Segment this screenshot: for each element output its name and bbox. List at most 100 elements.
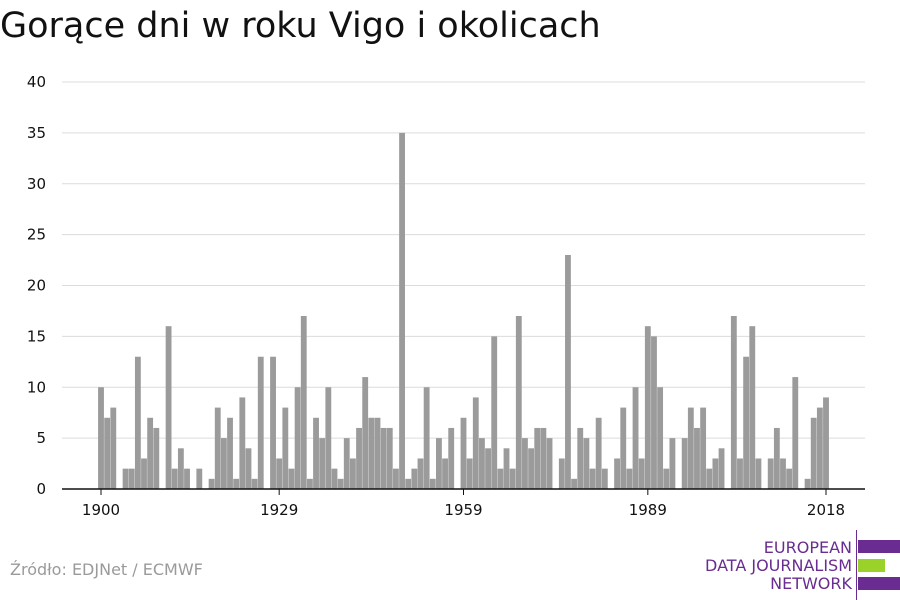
bar	[349, 458, 356, 489]
bar	[429, 478, 436, 489]
bar	[362, 377, 369, 489]
bar	[331, 468, 338, 489]
x-tick-label: 1900	[82, 501, 120, 519]
bar	[737, 458, 743, 489]
bar	[141, 458, 147, 489]
bar	[227, 417, 233, 489]
bar	[300, 316, 307, 489]
bar	[638, 458, 645, 489]
bar	[780, 458, 786, 489]
x-tick-label: 1929	[260, 501, 298, 519]
source-note: Źródło: EDJNet / ECMWF	[10, 560, 203, 579]
bar	[319, 438, 326, 490]
bar	[282, 407, 289, 489]
bar	[165, 326, 172, 489]
bar	[270, 356, 276, 489]
bar	[626, 468, 633, 489]
bar	[196, 468, 203, 489]
logo-rule	[856, 530, 857, 600]
bar	[184, 468, 190, 489]
bar	[380, 427, 387, 489]
bar	[485, 448, 491, 489]
bar	[276, 458, 283, 489]
bar	[687, 407, 694, 489]
bar	[442, 458, 448, 489]
logo-block-purple-bottom	[858, 577, 900, 590]
x-tick-label: 1959	[444, 501, 482, 519]
logo-line-2: DATA JOURNALISM	[705, 556, 852, 575]
bar	[306, 478, 313, 489]
bar	[694, 427, 700, 489]
bar	[405, 478, 412, 489]
bar	[657, 387, 664, 489]
bar	[460, 417, 467, 489]
bar	[743, 356, 750, 489]
bar	[718, 448, 725, 489]
bar	[632, 387, 639, 489]
bar	[214, 407, 221, 489]
bar	[509, 468, 516, 489]
bar	[343, 438, 350, 490]
bar	[251, 478, 258, 489]
bar	[436, 438, 442, 490]
bar	[620, 407, 627, 489]
bar	[804, 478, 811, 489]
bars	[98, 132, 829, 490]
bar	[411, 468, 418, 489]
bar	[663, 468, 670, 489]
bar	[546, 438, 553, 490]
bar	[681, 438, 688, 490]
y-tick-label: 5	[36, 429, 46, 447]
bar	[374, 417, 381, 489]
y-tick-label: 30	[27, 175, 46, 193]
bar	[601, 468, 608, 489]
bar	[614, 458, 621, 489]
edjnet-logo: EUROPEAN DATA JOURNALISM NETWORK	[700, 530, 900, 600]
bar	[522, 438, 528, 490]
bar	[399, 132, 405, 490]
bar	[134, 356, 141, 489]
bar	[515, 316, 522, 489]
bar	[233, 478, 240, 489]
bar	[386, 427, 393, 489]
bar	[534, 427, 541, 489]
bar	[571, 478, 578, 489]
bar	[497, 468, 504, 489]
bar	[356, 427, 362, 489]
bar	[786, 468, 793, 489]
bar	[767, 458, 774, 489]
bar	[171, 468, 178, 489]
bar	[816, 407, 823, 489]
bar	[257, 356, 264, 489]
y-tick-label: 10	[27, 378, 46, 396]
bar	[393, 468, 399, 489]
y-tick-label: 0	[36, 480, 46, 498]
bar	[595, 417, 602, 489]
x-axis-tick-labels: 1900 1929 1959 1989 2018	[82, 489, 845, 519]
y-tick-label: 20	[27, 277, 46, 295]
bar	[589, 468, 596, 489]
bar	[712, 458, 719, 489]
x-tick-label: 1989	[629, 501, 667, 519]
bar	[423, 387, 430, 489]
bar	[558, 458, 565, 489]
bar	[730, 316, 737, 489]
bar	[147, 417, 154, 489]
bar	[583, 438, 590, 490]
bar	[417, 458, 424, 489]
bar	[644, 326, 651, 489]
bar	[540, 427, 547, 489]
y-tick-label: 40	[27, 73, 46, 91]
bar	[792, 377, 799, 489]
bar	[755, 458, 762, 489]
bar	[448, 427, 455, 489]
grid-lines	[62, 81, 865, 439]
bar	[104, 417, 111, 489]
bar	[128, 468, 135, 489]
bar	[810, 417, 817, 489]
bar	[669, 438, 676, 490]
bar	[325, 387, 332, 489]
x-tick-label: 2018	[807, 501, 845, 519]
bar	[479, 438, 485, 490]
